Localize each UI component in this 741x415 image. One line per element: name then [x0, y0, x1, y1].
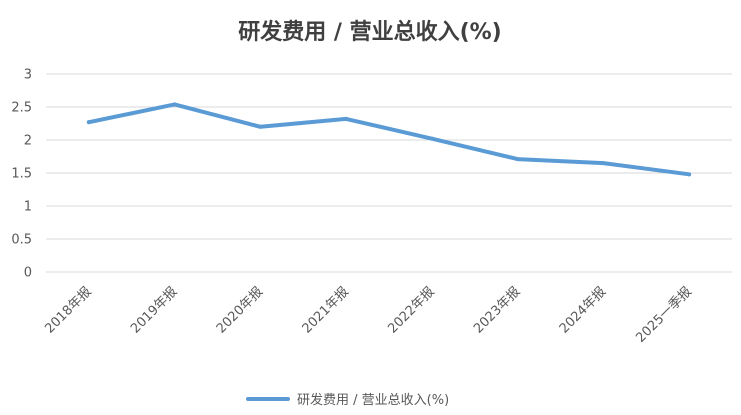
x-tick-label: 2021年报 — [300, 284, 352, 336]
x-tick-label: 2023年报 — [471, 284, 523, 336]
y-tick-label: 2.5 — [11, 101, 32, 116]
data-point — [172, 102, 177, 107]
y-tick-label: 1.5 — [11, 167, 32, 182]
data-point — [687, 172, 692, 177]
y-tick-label: 1 — [24, 200, 32, 215]
y-tick-label: 0 — [24, 266, 32, 281]
data-point — [258, 124, 263, 129]
chart-title: 研发费用 / 营业总收入(%) — [238, 19, 502, 45]
x-tick-label: 2024年报 — [557, 284, 609, 336]
y-tick-label: 0.5 — [11, 233, 32, 248]
x-tick-label: 2018年报 — [42, 284, 94, 336]
x-tick-label: 2022年报 — [385, 284, 437, 336]
data-point — [344, 116, 349, 121]
y-tick-label: 3 — [24, 68, 32, 83]
x-tick-label: 2025一季报 — [633, 284, 695, 346]
y-tick-label: 2 — [24, 134, 32, 149]
legend: 研发费用 / 营业总收入(%) — [246, 392, 449, 408]
data-point — [601, 161, 606, 166]
x-tick-label: 2019年报 — [128, 284, 180, 336]
legend-label: 研发费用 / 营业总收入(%) — [297, 392, 449, 408]
y-axis-ticks: 0 0.5 1 1.5 2 2.5 3 — [11, 68, 32, 281]
gridlines — [46, 73, 732, 273]
data-point — [86, 120, 91, 125]
series-layer — [86, 102, 692, 177]
x-axis-ticks: 2018年报 2019年报 2020年报 2021年报 2022年报 2023年报 2024… — [42, 284, 695, 346]
data-point — [515, 157, 520, 162]
x-tick-label: 2020年报 — [214, 284, 266, 336]
series-line — [86, 102, 692, 177]
data-point — [429, 136, 434, 141]
